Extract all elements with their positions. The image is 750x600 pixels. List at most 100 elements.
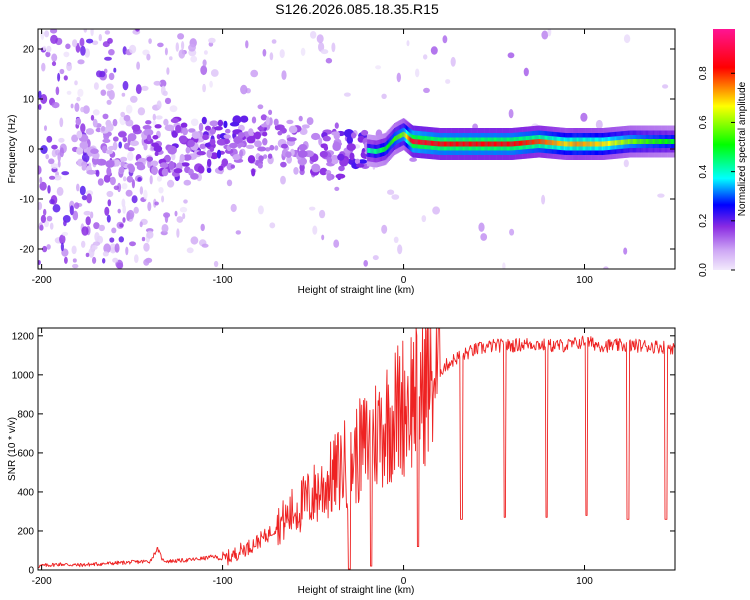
ridge-band — [665, 139, 667, 144]
ridge-band — [567, 141, 570, 147]
noise-blob — [139, 186, 144, 195]
ridge-band — [561, 141, 563, 147]
noise-blob — [49, 222, 54, 230]
noise-blob — [114, 243, 120, 253]
noise-blob — [139, 221, 143, 228]
noise-blob — [201, 243, 209, 248]
noise-blob — [72, 210, 79, 221]
noise-blob — [174, 210, 178, 217]
noise-blob — [86, 38, 94, 44]
noise-blob — [80, 45, 86, 56]
ridge-band — [538, 139, 540, 144]
noise-blob — [59, 68, 65, 75]
ridge-band — [605, 141, 608, 147]
ridge-band — [629, 139, 631, 144]
ridge-band — [651, 139, 653, 144]
noise-blob — [480, 233, 488, 241]
ridge-band — [523, 140, 525, 146]
ridge-band — [467, 141, 470, 147]
noise-blob — [393, 236, 399, 243]
ridge-blob — [79, 141, 89, 150]
noise-blob — [82, 105, 90, 114]
ridge-blob — [188, 128, 196, 133]
ridge-band — [432, 140, 434, 146]
spectrogram-y-label: Frequency (Hz) — [7, 115, 18, 184]
noise-blob — [61, 231, 69, 236]
ridge-band — [529, 139, 532, 145]
ridge-band — [627, 139, 629, 145]
ridge-blob — [331, 155, 339, 160]
ridge-band — [616, 140, 618, 146]
noise-blob — [76, 96, 81, 102]
ridge-band — [658, 139, 661, 144]
ridge-blob — [285, 151, 292, 158]
ridge-blob — [251, 116, 257, 124]
ridge-blob — [76, 130, 83, 139]
noise-blob — [186, 247, 194, 254]
ridge-blob — [293, 167, 299, 175]
noise-blob — [208, 37, 216, 44]
ridge-blob — [288, 125, 298, 134]
ridge-blob — [185, 146, 191, 154]
noise-blob — [50, 163, 59, 169]
ridge-band — [586, 141, 588, 147]
noise-blob — [508, 109, 514, 119]
noise-blob — [137, 177, 142, 182]
ridge-band — [446, 141, 448, 147]
noise-blob — [321, 234, 325, 241]
noise-blob — [64, 256, 68, 264]
ridge-blob — [239, 149, 244, 157]
ridge-band — [377, 148, 380, 154]
ridge-blob — [229, 121, 240, 127]
noise-blob — [450, 56, 456, 67]
noise-blob — [281, 70, 287, 80]
noise-blob — [38, 90, 42, 99]
noise-blob — [108, 89, 115, 100]
ridge-band — [496, 141, 498, 147]
noise-blob — [66, 90, 72, 95]
ridge-band — [378, 148, 381, 154]
ridge-band — [478, 141, 481, 147]
noise-blob — [603, 266, 609, 269]
ridge-band — [560, 141, 562, 146]
ridge-blob — [248, 128, 254, 136]
ridge-band — [645, 139, 648, 144]
snr-x-tick-label: -200 — [32, 576, 52, 587]
snr-x-label: Height of straight line (km) — [298, 585, 415, 596]
ridge-band — [552, 140, 554, 146]
ridge-blob — [102, 138, 111, 143]
ridge-band — [413, 139, 415, 145]
ridge-band — [394, 136, 396, 142]
noise-blob — [268, 109, 273, 116]
noise-blob — [48, 158, 55, 165]
noise-blob — [74, 102, 80, 113]
noise-blob — [415, 68, 420, 78]
ridge-blob — [143, 128, 154, 136]
ridge-blob — [301, 124, 310, 129]
ridge-band — [513, 141, 515, 147]
snr-y-ticks: 0 200 400 600 800 1000 1200 — [12, 331, 675, 577]
ridge-blob — [202, 134, 209, 141]
ridge-band — [663, 139, 665, 144]
noise-blob — [46, 45, 52, 53]
noise-blob — [71, 134, 79, 143]
snr-x-tick-label: 0 — [401, 576, 407, 587]
ridge-blob — [170, 118, 179, 124]
noise-blob — [85, 252, 90, 258]
ridge-blob — [100, 125, 106, 132]
ridge-blob — [126, 175, 134, 183]
ridge-blob — [286, 137, 297, 142]
ridge-band — [631, 139, 634, 144]
ridge-blob — [237, 132, 245, 138]
ridge-blob — [85, 128, 95, 135]
noise-blob — [50, 29, 58, 34]
ridge-band — [568, 141, 571, 147]
ridge-band — [501, 141, 503, 147]
ridge-band — [537, 139, 539, 145]
noise-blob — [432, 206, 440, 215]
ridge-band — [555, 140, 558, 146]
ridge-band — [576, 141, 578, 147]
ridge-band — [547, 139, 549, 145]
ridge-band — [405, 133, 408, 139]
